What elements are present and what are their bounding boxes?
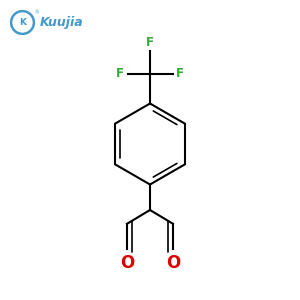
Text: Kuujia: Kuujia	[39, 16, 83, 29]
Text: O: O	[166, 254, 180, 272]
Text: F: F	[146, 36, 154, 49]
Text: O: O	[120, 254, 134, 272]
Text: ®: ®	[34, 10, 39, 15]
Text: F: F	[176, 67, 184, 80]
Text: F: F	[116, 67, 124, 80]
Text: K: K	[19, 18, 26, 27]
